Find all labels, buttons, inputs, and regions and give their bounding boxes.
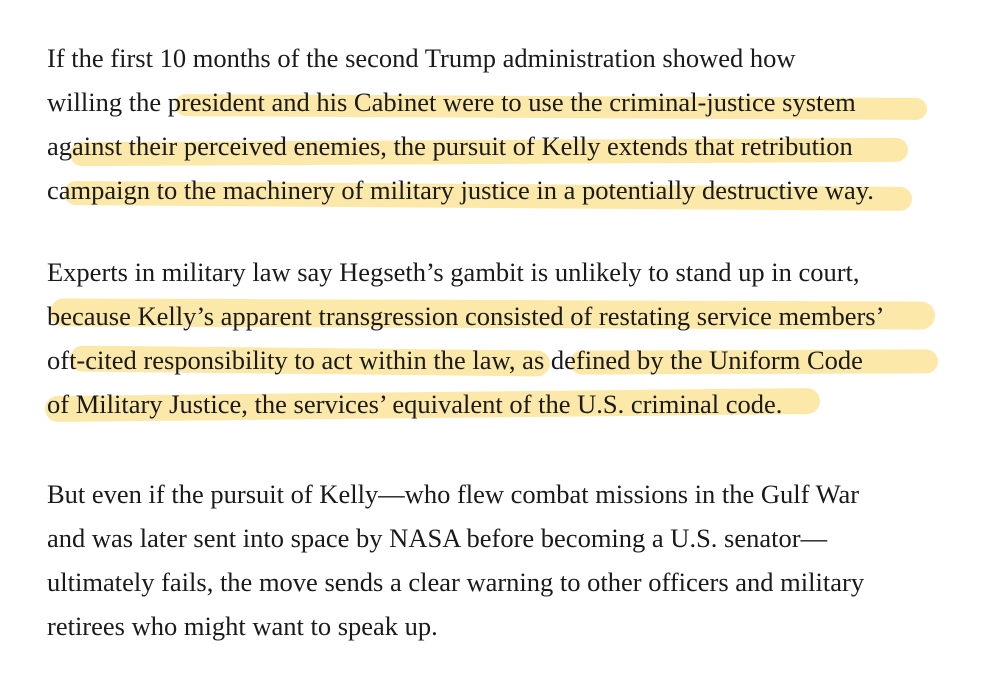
text-line: retirees who might want to speak up. [47,611,438,641]
paragraph-1: If the first 10 months of the second Tru… [47,36,884,212]
paragraph-3: But even if the pursuit of Kelly—who fle… [47,472,884,648]
text-line: But even if the pursuit of Kelly—who fle… [47,479,860,509]
text-line: ultimately fails, the move sends a clear… [47,567,865,597]
text-line: and was later sent into space by NASA be… [47,523,828,553]
text-line: against their perceived enemies, the pur… [47,131,853,161]
text-line: campaign to the machinery of military ju… [47,175,874,205]
text-line: oft-cited responsibility to act within t… [47,345,863,375]
text-line: of Military Justice, the services’ equiv… [47,389,783,419]
text-line: willing the president and his Cabinet we… [47,87,856,117]
article-body: If the first 10 months of the second Tru… [47,36,884,686]
text-line: If the first 10 months of the second Tru… [47,43,796,73]
paragraph-2: Experts in military law say Hegseth’s ga… [47,250,884,426]
text-line: Experts in military law say Hegseth’s ga… [47,257,860,287]
text-line: because Kelly’s apparent transgression c… [47,301,885,331]
